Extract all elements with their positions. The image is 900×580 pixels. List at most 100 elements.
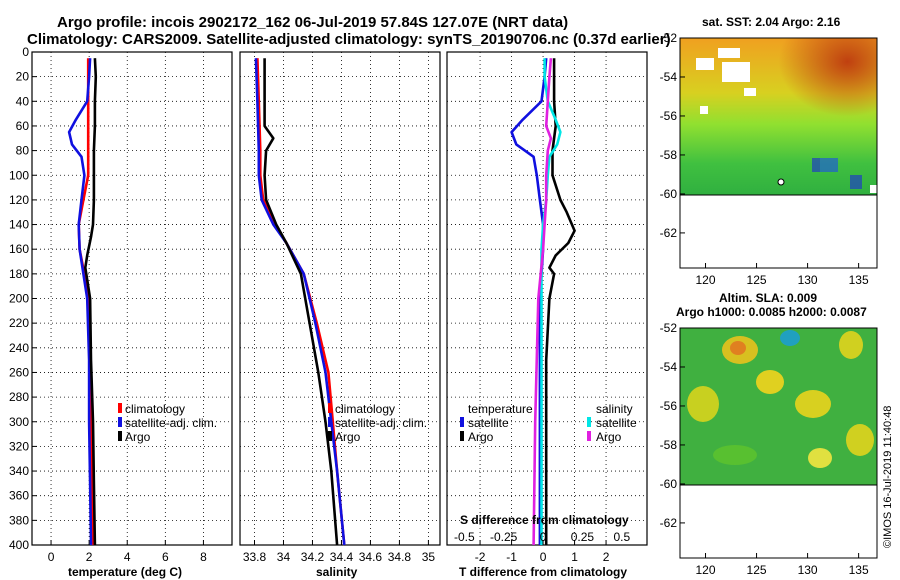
sla-map-title: Altim. SLA: 0.009 [719,291,817,305]
y-tick-label: 200 [9,292,29,306]
difference-top-scale: -0.5 -0.25 0 0.25 0.5 [454,530,630,544]
argo-location-marker [777,178,785,186]
salinity-series [254,58,346,546]
difference-legend-temperature: temperature satellite Argo [460,402,533,444]
map-y-tick-label: -52 [660,31,678,45]
difference-top-xlabel: S difference from climatology [460,513,629,527]
salinity-xlabel: salinity [316,565,358,579]
y-tick-label: 340 [9,464,29,478]
legend-label-t-argo: Argo [468,430,494,444]
legend-swatch-climatology [328,403,332,413]
y-tick-label: 300 [9,415,29,429]
map-x-tick-label: 125 [747,563,767,577]
legend-swatch-s-satellite [587,417,591,427]
difference-panel: -2 -1 0 1 2 T difference from climatology S … [446,51,648,579]
sst-map-frame [679,37,878,269]
x-tick-label: 6 [162,550,169,564]
top-scale-label: 0.25 [571,530,595,544]
temperature-panel: 0 2 4 6 802040608010012014016018020022024026… [9,45,233,579]
map-x-tick-label: 120 [696,273,716,287]
map-y-tick-label: -56 [660,109,678,123]
y-tick-label: 400 [9,538,29,552]
x-tick-label: -1 [506,550,517,564]
sla-anomaly-low [780,330,800,346]
legend-label-s-satellite: satellite [596,416,637,430]
title-line-1: Argo profile: incois 2902172_162 06-Jul-… [57,14,568,31]
top-scale-label: -0.25 [490,530,518,544]
difference-series [510,58,576,546]
top-scale-label: -0.5 [454,530,475,544]
sla-anomaly-high [795,390,831,418]
map-y-tick-label: -58 [660,438,678,452]
temperature-legend: climatology satellite-adj. clim. Argo [118,402,217,444]
legend-label-t-satellite: satellite [468,416,509,430]
x-tick-label: -2 [475,550,486,564]
sla-anomaly-peak [730,341,746,355]
map-y-tick-label: -62 [660,226,678,240]
temperature-xlabel: temperature (deg C) [68,565,182,579]
map-x-tick-label: 130 [798,273,818,287]
x-tick-label: 34.8 [388,550,412,564]
top-scale-label: 0 [540,530,547,544]
imos-watermark: ©IMOS 16-Jul-2019 11:40:48 [882,406,894,548]
sla-map-panel: Altim. SLA: 0.009 Argo h1000: 0.0085 h20… [660,291,878,577]
legend-label-satellite-adj: satellite-adj. clim. [335,416,427,430]
x-tick-label: 35 [422,550,436,564]
y-tick-label: 360 [9,489,29,503]
legend-label-satellite-adj: satellite-adj. clim. [125,416,217,430]
sla-anomaly-high [846,424,874,456]
x-tick-label: 34.4 [330,550,354,564]
y-tick-label: 120 [9,193,29,207]
y-tick-label: 80 [16,144,30,158]
map-x-tick-label: 125 [747,273,767,287]
legend-title-salinity: salinity [596,402,633,416]
x-tick-label: 2 [86,550,93,564]
legend-title-temperature: temperature [468,402,533,416]
sla-map-ticks: 120 125 130 135 -52 -54 -56 -58 -60 -62 [660,321,869,577]
series-line-argo [263,58,339,546]
sla-anomaly-high [808,448,832,468]
y-tick-label: 280 [9,390,29,404]
series-line-argo [84,58,98,546]
y-tick-label: 380 [9,513,29,527]
sst-cold-patch [812,158,820,172]
legend-swatch-argo [118,431,122,441]
legend-swatch-t-argo [460,431,464,441]
map-x-tick-label: 120 [696,563,716,577]
legend-label-climatology: climatology [335,402,395,416]
map-y-tick-label: -54 [660,360,678,374]
y-tick-label: 220 [9,316,29,330]
x-tick-label: 1 [571,550,578,564]
sla-anomaly-high [756,370,784,394]
x-tick-label: 4 [124,550,131,564]
sla-anomaly-high [687,386,719,422]
temperature-series [67,58,98,546]
y-tick-label: 240 [9,341,29,355]
y-tick-label: 140 [9,218,29,232]
map-y-tick-label: -62 [660,516,678,530]
legend-swatch-argo [328,431,332,441]
legend-swatch-satellite-adj [328,417,332,427]
sst-missing-patch [718,48,740,58]
legend-label-climatology: climatology [125,402,185,416]
sst-map-panel: sat. SST: 2.04 Argo: 2.16 120 125 130 135 -5… [660,15,878,287]
sst-cold-patch [820,158,838,172]
top-scale-label: 0.5 [613,530,630,544]
x-tick-label: 34 [277,550,291,564]
sst-missing-patch [722,62,750,82]
sst-missing-patch [870,185,877,193]
series-line-s-satellite [540,58,562,545]
legend-label-s-argo: Argo [596,430,622,444]
map-y-tick-label: -58 [660,148,678,162]
sla-anomaly-high [839,331,863,359]
legend-label-argo: Argo [125,430,151,444]
y-tick-label: 180 [9,267,29,281]
y-tick-label: 260 [9,365,29,379]
legend-swatch-s-argo [587,431,591,441]
sla-map-texture [687,330,874,468]
legend-swatch-climatology [118,403,122,413]
sla-anomaly-low [713,445,757,465]
difference-xlabel: T difference from climatology [459,565,627,579]
sst-missing-patch [744,88,756,96]
